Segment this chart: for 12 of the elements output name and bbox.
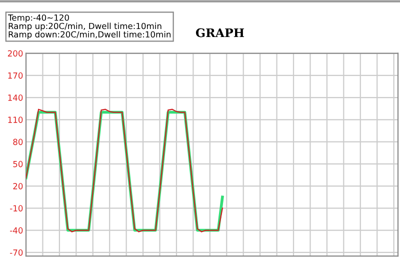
chart-title: GRAPH xyxy=(196,28,244,38)
y-tick-label: 110 xyxy=(8,116,23,123)
y-tick-label: 200 xyxy=(8,50,23,57)
y-tick-label: 170 xyxy=(8,72,23,79)
y-tick-label: -10 xyxy=(10,205,23,212)
y-tick-label: 80 xyxy=(13,138,23,146)
y-tick-label: -40 xyxy=(10,227,23,234)
y-tick-label: 50 xyxy=(13,160,23,168)
y-tick-label: -70 xyxy=(10,249,23,256)
y-tick-label: 20 xyxy=(13,183,23,190)
text: Temp:-40~120 Ramp up:20C/min, Dwell time:10min Ramp down:20C/min,Dwell time:10min xyxy=(8,14,171,40)
y-tick-label: 140 xyxy=(8,94,23,101)
